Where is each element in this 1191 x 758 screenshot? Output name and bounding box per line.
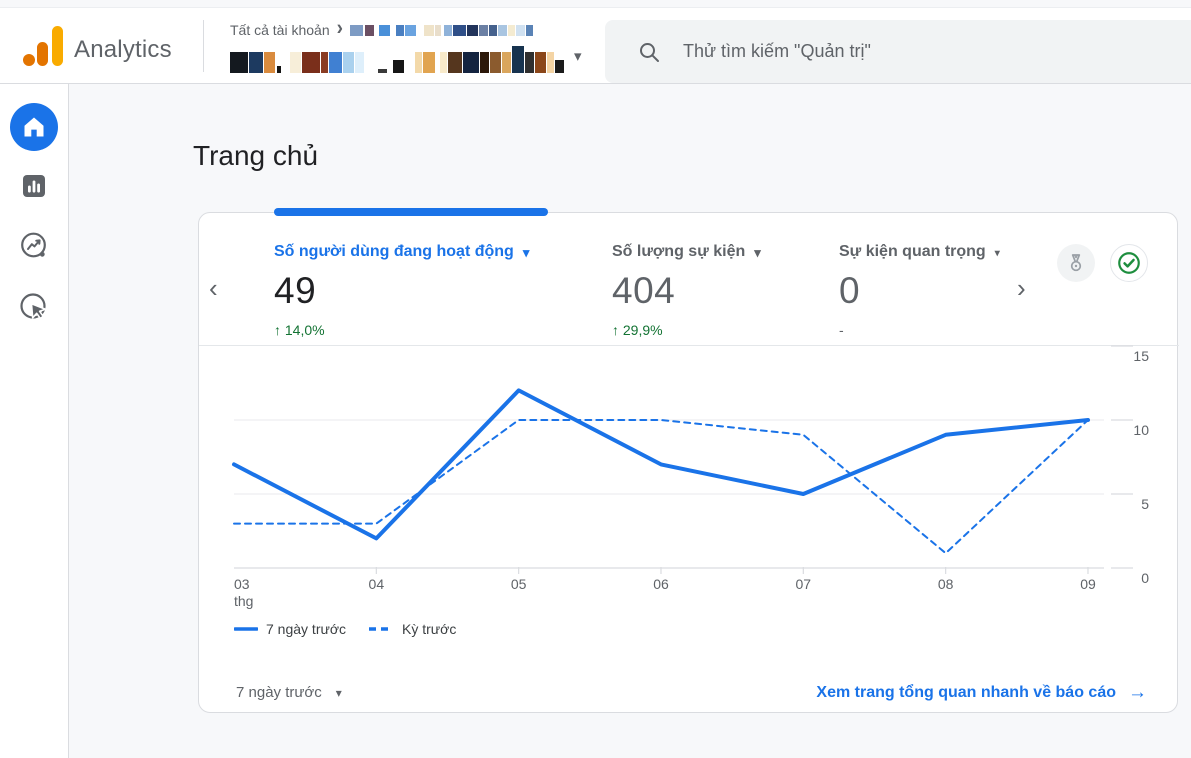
svg-text:05: 05 — [511, 576, 527, 592]
metrics-scroll-left-button[interactable]: ‹ — [209, 273, 218, 303]
arrow-up-icon: ↑ — [612, 322, 619, 338]
metric-active-users: Số người dùng đang hoạt động ▾ 49 ↑ 14,0… — [274, 243, 529, 338]
advertising-icon[interactable] — [17, 290, 51, 324]
metric-value: 404 — [612, 270, 676, 311]
reports-snapshot-link[interactable]: Xem trang tổng quan nhanh về báo cáo → — [816, 681, 1147, 703]
search-icon — [640, 42, 659, 62]
svg-text:thg: thg — [234, 593, 253, 609]
app-header: Analytics Tất cả tài khoản › ▾ — [0, 8, 1191, 84]
page-title: Trang chủ — [193, 140, 319, 171]
arrow-right-icon: → — [1128, 681, 1147, 703]
svg-text:08: 08 — [938, 576, 954, 592]
svg-text:15: 15 — [1133, 348, 1149, 364]
app-name: Analytics — [74, 36, 172, 63]
redacted-account-name — [349, 24, 533, 36]
breadcrumb: Tất cả tài khoản — [230, 22, 330, 38]
caret-down-icon: ▾ — [754, 245, 761, 260]
metric-selector[interactable]: Sự kiện quan trọng ▾ — [839, 243, 1000, 260]
search-input[interactable] — [683, 41, 1123, 62]
metric-event-count: Số lượng sự kiện ▾ 404 ↑ 29,9% — [612, 243, 761, 338]
svg-text:06: 06 — [653, 576, 669, 592]
account-property-switcher[interactable]: Tất cả tài khoản › ▾ — [230, 16, 590, 76]
explore-icon[interactable] — [18, 230, 50, 262]
dashed-line-swatch — [369, 627, 394, 631]
breadcrumb-chevron-icon: › — [336, 16, 343, 40]
metric-value: 49 — [274, 270, 317, 311]
legend-previous-period: Kỳ trước — [368, 621, 456, 637]
metrics-scroll-right-button[interactable]: › — [1017, 273, 1026, 303]
property-caret-icon: ▾ — [574, 47, 582, 65]
home-icon[interactable] — [10, 103, 58, 151]
caret-down-icon: ▾ — [994, 247, 1000, 259]
data-quality-button[interactable] — [1110, 244, 1148, 282]
svg-text:09: 09 — [1080, 576, 1096, 592]
reports-icon[interactable] — [20, 172, 48, 200]
arrow-up-icon: ↑ — [274, 322, 281, 338]
caret-down-icon: ▾ — [522, 245, 530, 260]
metric-selector[interactable]: Số lượng sự kiện ▾ — [612, 243, 761, 260]
home-summary-card: ‹ › Số người dùng đang hoạt động ▾ 49 ↑ … — [198, 212, 1179, 714]
svg-text:07: 07 — [796, 576, 812, 592]
legend-current-period: 7 ngày trước — [234, 621, 346, 637]
caret-down-icon: ▾ — [335, 686, 342, 700]
svg-text:03: 03 — [234, 576, 250, 592]
svg-text:5: 5 — [1141, 496, 1149, 512]
solid-line-swatch — [234, 627, 258, 631]
chart-legend: 7 ngày trước Kỳ trước — [234, 621, 478, 637]
metric-selector[interactable]: Số người dùng đang hoạt động ▾ — [274, 243, 530, 260]
card-footer: 7 ngày trước ▾ Xem trang tổng quan nhanh… — [199, 671, 1177, 714]
metric-delta: - — [839, 322, 844, 338]
card-scroll-indicator — [274, 208, 548, 216]
top-strip — [0, 0, 1191, 8]
metric-key-events: Sự kiện quan trọng ▾ 0 - — [839, 243, 1000, 338]
analytics-logo-icon[interactable] — [22, 25, 64, 67]
left-nav — [0, 84, 69, 758]
search-bar[interactable] — [605, 20, 1191, 83]
metric-value: 0 — [839, 270, 861, 311]
date-range-dropdown[interactable]: 7 ngày trước ▾ — [236, 684, 342, 701]
check-circle-icon — [1118, 252, 1140, 274]
svg-text:04: 04 — [369, 576, 385, 592]
benchmarking-button[interactable] — [1057, 244, 1095, 282]
svg-text:0: 0 — [1141, 570, 1149, 586]
svg-text:10: 10 — [1133, 422, 1149, 438]
header-divider — [203, 20, 204, 72]
metric-delta: ↑ 14,0% — [274, 322, 325, 338]
redacted-property-name — [230, 46, 564, 73]
medal-icon — [1070, 254, 1082, 272]
metric-delta: ↑ 29,9% — [612, 322, 663, 338]
